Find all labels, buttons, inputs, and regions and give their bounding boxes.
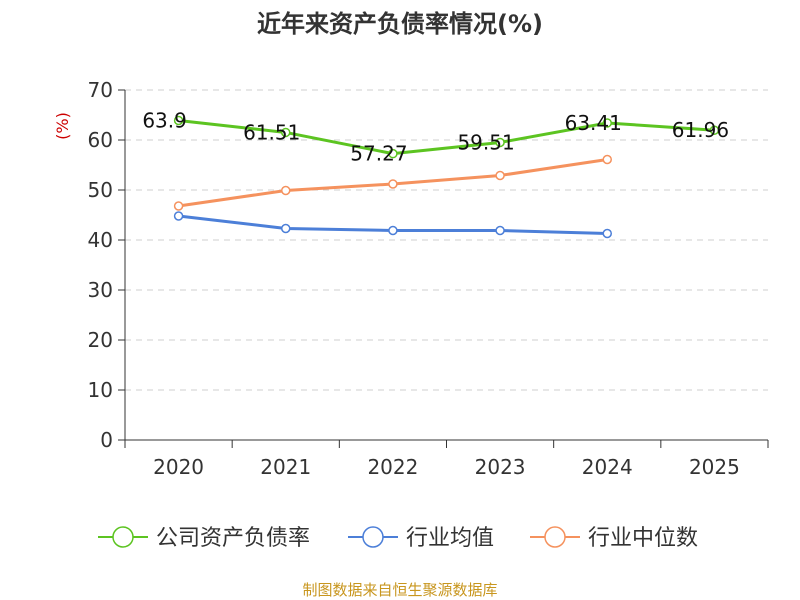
y-tick-label: 40: [88, 228, 113, 252]
y-tick-label: 10: [88, 378, 113, 402]
legend-marker-swatch: [362, 526, 384, 548]
y-tick-label: 60: [88, 128, 113, 152]
data-point-marker: [709, 125, 720, 135]
chart-title: 近年来资产负债率情况(%): [257, 10, 543, 38]
data-label: 63.9: [142, 109, 187, 133]
data-label: 59.51: [457, 130, 514, 154]
data-point-marker: [281, 223, 291, 234]
data-point-marker: [173, 201, 184, 211]
legend-marker-swatch: [112, 526, 134, 548]
series-lines: [173, 115, 720, 239]
y-tick-label: 0: [100, 428, 113, 452]
grid-lines: [125, 89, 768, 391]
data-point-marker: [281, 185, 291, 196]
legend-label: 行业均值: [406, 526, 494, 551]
legend[interactable]: 公司资产负债率 行业均值 行业中位数: [98, 526, 698, 551]
y-axis-unit-label: (%): [53, 112, 72, 140]
x-tick-label: 2025: [689, 455, 740, 479]
legend-label: 行业中位数: [588, 526, 698, 551]
series-line-1: [178, 119, 715, 156]
y-tick-label: 70: [88, 78, 113, 102]
axes: 0 10 20 30 40 50 60 70 2020 2021 2022 2023 2024 2025: [88, 78, 769, 479]
legend-marker-swatch: [544, 526, 566, 548]
y-tick-label: 50: [88, 178, 113, 202]
source-note: 制图数据来自恒生聚源数据库: [302, 581, 497, 599]
y-tick-label: 30: [88, 278, 113, 302]
data-labels: 63.9 61.51 57.27 59.51 63.41 61.96: [142, 109, 729, 166]
data-point-marker: [495, 170, 505, 181]
data-label: 57.27: [350, 142, 407, 166]
x-tick-label: 2022: [367, 455, 418, 479]
x-tick-label: 2024: [582, 455, 633, 479]
data-label: 61.96: [672, 118, 729, 142]
data-point-marker: [602, 228, 612, 239]
data-point-marker: [388, 148, 398, 159]
data-point-marker: [602, 154, 612, 165]
y-tick-label: 20: [88, 328, 113, 352]
data-label: 63.41: [565, 111, 622, 135]
x-tick-label: 2023: [475, 455, 526, 479]
data-point-marker: [173, 211, 184, 221]
data-point-marker: [602, 118, 612, 128]
data-point-marker: [281, 127, 291, 138]
data-point-marker: [495, 137, 505, 148]
x-tick-label: 2021: [260, 455, 311, 479]
data-point-marker: [495, 225, 505, 236]
data-point-marker: [388, 179, 398, 189]
legend-label: 公司资产负债率: [156, 526, 310, 551]
data-point-marker: [173, 115, 184, 126]
data-label: 61.51: [243, 120, 300, 144]
x-tick-label: 2020: [153, 455, 204, 479]
data-point-marker: [388, 225, 398, 236]
